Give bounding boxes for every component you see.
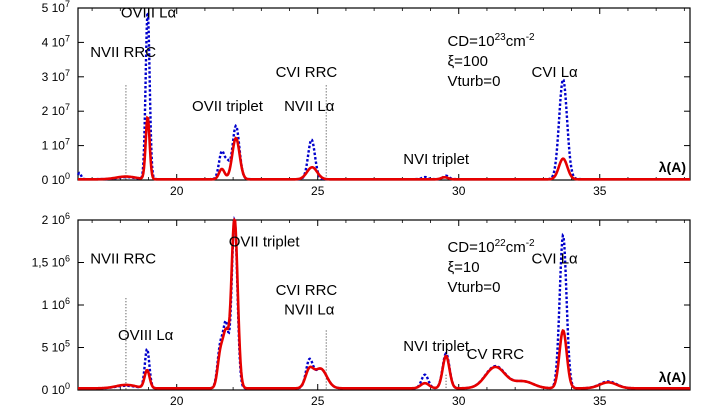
parameter-label: Vturb=0: [447, 279, 500, 296]
x-tick-label: 20: [170, 394, 184, 408]
spectrum-series-solid: [78, 217, 690, 390]
y-tick-label: 1,5 106: [32, 254, 70, 270]
y-tick-label: 4 107: [42, 33, 70, 49]
parameter-label: CD=1023cm-2: [447, 32, 535, 50]
x-tick-label: 35: [593, 184, 607, 198]
x-tick-label: 30: [452, 394, 466, 408]
parameter-label: Vturb=0: [447, 73, 500, 90]
line-annotation: CVI Lα: [532, 250, 579, 267]
line-annotation: CVI RRC: [276, 64, 338, 81]
spectrum-series-dotted: [76, 8, 690, 181]
x-tick-label: 30: [452, 184, 466, 198]
line-annotation: NVII Lα: [284, 301, 335, 318]
parameter-label: ξ=10: [447, 259, 479, 276]
line-annotation: CV RRC: [467, 346, 525, 363]
y-tick-label: 5 105: [42, 339, 70, 355]
x-axis-label: λ(A): [659, 369, 686, 385]
spectrum-series-dotted: [78, 215, 690, 390]
y-tick-label: 1 106: [42, 296, 70, 312]
y-tick-label: 5 107: [42, 0, 70, 15]
line-annotation: OVII triplet: [192, 98, 264, 115]
x-axis-label: λ(A): [659, 159, 686, 175]
line-annotation: OVIII Lα: [118, 327, 174, 344]
line-annotation: NVII RRC: [90, 44, 156, 61]
parameter-label: CD=1022cm-2: [447, 238, 535, 256]
plot-frame: [77, 219, 691, 391]
line-annotation: OVII triplet: [229, 233, 301, 250]
x-tick-label: 25: [311, 394, 325, 408]
line-annotation: NVI triplet: [403, 151, 470, 168]
y-tick-label: 1 107: [42, 137, 70, 153]
y-tick-label: 2 106: [42, 211, 70, 227]
y-tick-label: 0 100: [42, 171, 70, 187]
top-panel: 20 25 30 35 0 100 1 107 2 107 3 107 4 107 5 107 OV…: [42, 0, 691, 198]
line-annotation: NVII Lα: [284, 98, 335, 115]
line-annotation: CVI Lα: [532, 64, 579, 81]
y-tick-label: 3 107: [42, 68, 70, 84]
line-annotation: NVI triplet: [403, 338, 470, 355]
line-annotation: OVIII Lα: [121, 4, 177, 21]
x-tick-label: 35: [593, 394, 607, 408]
y-tick-label: 2 107: [42, 102, 70, 118]
parameter-label: ξ=100: [447, 53, 488, 70]
y-tick-label: 0 100: [42, 381, 70, 397]
x-tick-label: 20: [170, 184, 184, 198]
line-annotation: CVI RRC: [276, 282, 338, 299]
line-annotation: NVII RRC: [90, 250, 156, 267]
spectrum-series-solid: [78, 115, 690, 181]
plot-frame: [77, 7, 691, 181]
bottom-panel: 20 25 30 35 0 100 5 105 1 106 1,5 106 2 106 NVII …: [32, 211, 691, 408]
x-tick-label: 25: [311, 184, 325, 198]
